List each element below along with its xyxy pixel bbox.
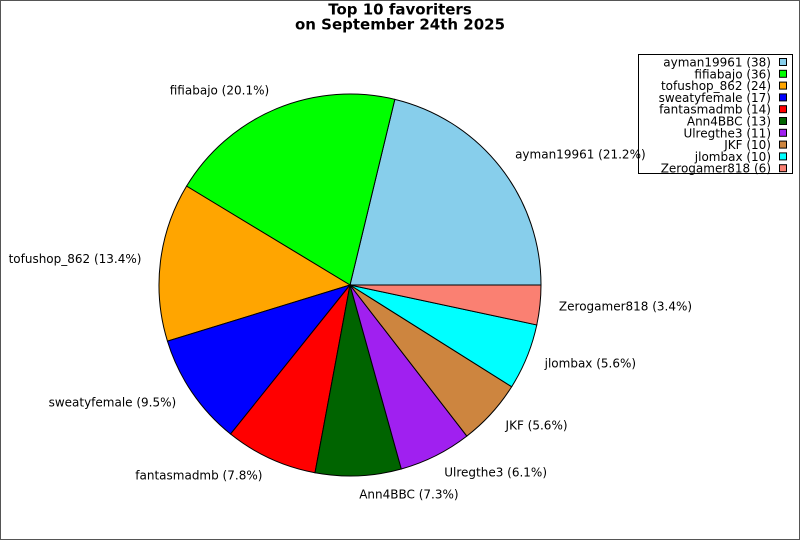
legend-label: fantasmadmb (14) [659,103,771,117]
pie-slice [229,284,351,474]
legend-swatch [779,128,787,137]
legend-label: fifiabajo (36) [694,67,771,81]
legend-swatch [779,105,787,114]
legend-swatch [779,117,787,125]
legend-label: Ulregthe3 (11) [683,126,771,140]
chart-title: Top 10 favoriters [328,1,472,19]
legend-label: JKF (10) [723,138,771,152]
legend-box [638,54,793,174]
legend-swatch [779,140,787,149]
legend-swatch [779,69,787,78]
legend-swatch [779,164,787,173]
legend-label: Ann4BBC (13) [687,115,771,129]
slice-label: Ulregthe3 (6.1%) [444,465,547,479]
slice-label: Ann4BBC (7.3%) [359,487,458,501]
legend-swatch [779,81,787,90]
legend-swatch [779,93,787,102]
legend-label: Zerogamer818 (6) [661,162,771,176]
pie-slice [185,93,396,286]
slice-label: fantasmadmb (7.8%) [135,468,262,482]
slice-label: jlombax (5.6%) [544,357,636,371]
slice-label: sweatyfemale (9.5%) [49,396,177,410]
slice-label: tofushop_862 (13.4%) [9,252,142,266]
slice-label: ayman19961 (21.2%) [515,148,646,162]
legend-swatch [779,58,787,66]
slice-label: JKF (5.6%) [505,419,568,433]
pie-slice [158,185,352,342]
pie-slice [166,284,352,435]
legend-label: sweatyfemale (17) [659,91,771,105]
legend-label: ayman19961 (38) [663,56,771,70]
legend-label: jlombax (10) [694,150,771,164]
legend-label: tofushop_862 (24) [661,79,771,93]
chart-subtitle: on September 24th 2025 [295,16,505,34]
pie-slice [349,284,542,326]
pie-slice [349,98,542,286]
legend-swatch [779,152,787,161]
slice-label: fifiabajo (20.1%) [170,84,269,98]
slice-label: Zerogamer818 (3.4%) [559,300,692,314]
